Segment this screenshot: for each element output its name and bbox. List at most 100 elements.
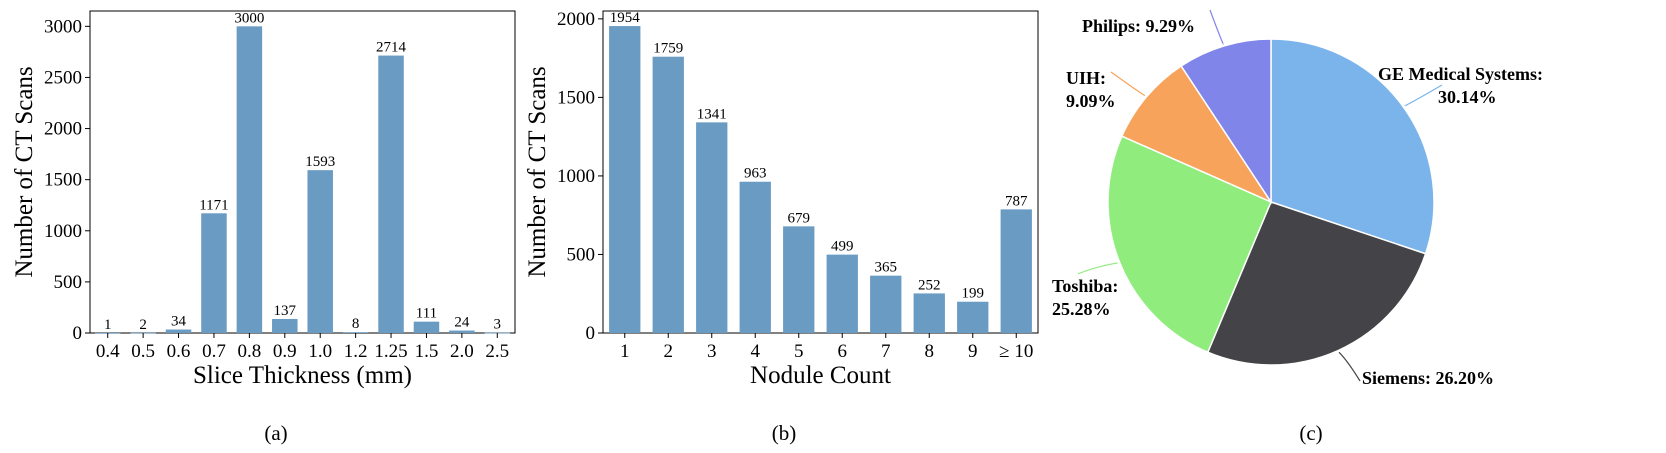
bar-value-label: 1341 (697, 106, 727, 122)
y-tick-label: 2500 (44, 67, 82, 88)
x-tick-label: 6 (838, 341, 848, 362)
x-tick-label: 4 (751, 341, 761, 362)
y-tick-label: 1500 (557, 87, 595, 108)
bar-value-label: 679 (788, 210, 811, 226)
x-axis-label: Slice Thickness (mm) (193, 362, 412, 389)
bar (342, 332, 369, 333)
x-tick-label: 1.25 (374, 341, 407, 362)
bar (1000, 209, 1032, 333)
x-tick-label: 0.8 (238, 341, 262, 362)
pie-slice-percent: 25.28% (1052, 299, 1111, 319)
pie-slice-label: GE Medical Systems: (1378, 64, 1543, 84)
bar-value-label: 1759 (653, 41, 683, 57)
bar-value-label: 137 (274, 303, 297, 319)
x-tick-label: 3 (707, 341, 717, 362)
bar-value-label: 34 (171, 314, 187, 330)
pie-slice (1206, 201, 1427, 366)
bar (272, 318, 298, 333)
bar-value-label: 2714 (376, 40, 407, 56)
y-tick-label: 0 (586, 323, 596, 344)
bar (449, 330, 475, 333)
bar (913, 293, 945, 333)
bar (236, 26, 263, 333)
pie-leader-line (1338, 351, 1361, 382)
nodule-count-chart: 0500100015002000119542175931341496356796… (524, 9, 1039, 389)
caption-b: (b) (772, 421, 797, 445)
pie-leader-line (1077, 262, 1118, 275)
x-tick-label: 7 (881, 341, 891, 362)
x-tick-label: 1 (620, 341, 630, 362)
bar-value-label: 499 (831, 239, 854, 255)
bar-value-label: 963 (744, 166, 767, 182)
bar-value-label: 8 (352, 316, 360, 332)
bar (413, 321, 440, 333)
bar (201, 213, 227, 333)
x-tick-label: 9 (968, 341, 978, 362)
y-tick-label: 500 (567, 244, 596, 265)
bar (378, 55, 404, 334)
bar-value-label: 1954 (610, 10, 641, 26)
x-tick-label: 1.2 (344, 341, 368, 362)
x-tick-label: 2.5 (485, 341, 509, 362)
pie-slice-percent: 9.29% (1146, 16, 1196, 36)
slice-thickness-chart: 0 500 1000 1500 2000 2500 3000 0.4 1 0.5 2 0.6 34 0.7… (11, 10, 516, 389)
bar-value-label: 199 (962, 286, 985, 302)
x-axis-label: Nodule Count (750, 362, 891, 389)
x-tick-label: 5 (794, 341, 804, 362)
x-tick-label: 2.0 (450, 341, 474, 362)
bar (609, 26, 641, 334)
x-tick-label: 0.6 (167, 341, 191, 362)
pie-slice-label: UIH: (1066, 68, 1106, 88)
bar-value-label: 252 (918, 277, 941, 293)
bar-value-label: 1593 (305, 154, 335, 170)
y-tick-label: 0 (73, 323, 83, 344)
manufacturer-pie-chart: GE Medical Systems: 30.14% Siemens: 26.20%… (1052, 9, 1543, 388)
x-tick-label: 0.4 (96, 341, 120, 362)
pie-leader-line (1110, 71, 1146, 97)
bar (696, 122, 728, 334)
bar-value-label: 111 (416, 306, 437, 322)
y-tick-label: 3000 (44, 16, 82, 37)
x-tick-label: 1.5 (415, 341, 439, 362)
bar (826, 254, 858, 333)
x-tick-label: 1.0 (308, 341, 332, 362)
bar-value-label: 3000 (234, 10, 264, 26)
pie-leader-line (1209, 9, 1225, 45)
y-tick-label: 1000 (44, 221, 82, 242)
y-tick-label: 2000 (44, 119, 82, 140)
bar (307, 170, 333, 333)
y-tick-label: 1000 (557, 166, 595, 187)
y-tick-label: 2000 (557, 9, 595, 30)
pie-slice-percent: 26.20% (1436, 368, 1495, 388)
bar-value-label: 787 (1005, 193, 1028, 209)
bar (783, 226, 815, 333)
pie-leader-line (1404, 84, 1443, 107)
pie-slice-label: Philips: 9.29% (1082, 16, 1195, 36)
x-tick-label: 0.7 (202, 341, 226, 362)
pie-slice-percent: 30.14% (1438, 87, 1497, 107)
bar-value-label: 1171 (199, 197, 228, 213)
bar (957, 301, 989, 333)
pie-slice-label: Toshiba: (1052, 276, 1118, 296)
pie-slice-percent: 9.09% (1066, 91, 1116, 111)
bar-value-label: 2 (139, 317, 147, 333)
bar (739, 181, 771, 333)
pie-slice (1107, 135, 1272, 354)
bar-value-label: 24 (454, 315, 470, 331)
y-tick-label: 1500 (44, 170, 82, 191)
x-tick-label: 0.9 (273, 341, 297, 362)
pie-slice (1120, 64, 1274, 204)
y-axis-label: Number of CT Scans (524, 66, 551, 277)
x-tick-label: 2 (664, 341, 674, 362)
plot-frame (89, 10, 516, 334)
x-tick-label: ≥ 10 (999, 341, 1033, 362)
x-tick-label: 0.5 (131, 341, 155, 362)
bar-value-label: 365 (875, 260, 898, 276)
y-tick-label: 500 (54, 272, 83, 293)
y-axis-label: Number of CT Scans (11, 66, 38, 277)
caption-a: (a) (264, 421, 287, 445)
caption-c: (c) (1299, 421, 1322, 445)
bar (652, 56, 684, 334)
pie-slice (1270, 38, 1435, 255)
